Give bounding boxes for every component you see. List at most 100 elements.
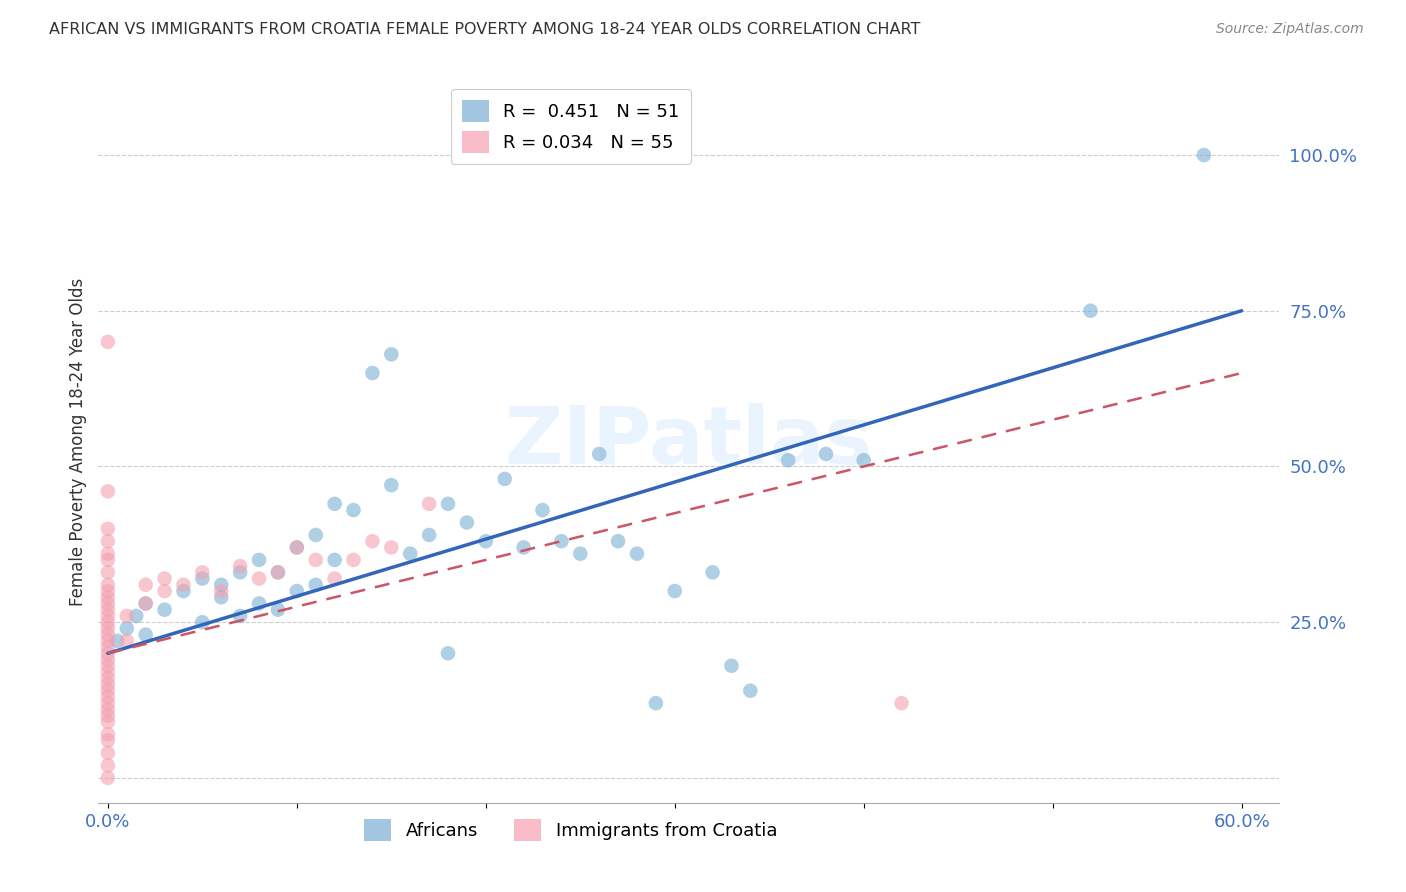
Point <box>569 547 592 561</box>
Point <box>97 727 120 741</box>
Point <box>191 615 214 630</box>
Point <box>97 597 120 611</box>
Point <box>890 696 912 710</box>
Point <box>437 497 460 511</box>
Point <box>97 652 120 666</box>
Point <box>97 621 120 635</box>
Point <box>97 696 120 710</box>
Point <box>267 566 290 580</box>
Point <box>494 472 516 486</box>
Point <box>247 572 270 586</box>
Point <box>115 609 138 624</box>
Point <box>97 547 120 561</box>
Point <box>115 633 138 648</box>
Point <box>512 541 534 555</box>
Point <box>153 603 176 617</box>
Point <box>778 453 800 467</box>
Point <box>97 665 120 679</box>
Point <box>135 578 157 592</box>
Point <box>380 478 402 492</box>
Point <box>702 566 724 580</box>
Legend: Africans, Immigrants from Croatia: Africans, Immigrants from Croatia <box>357 812 785 848</box>
Point <box>97 522 120 536</box>
Point <box>97 609 120 624</box>
Point <box>588 447 610 461</box>
Point <box>550 534 572 549</box>
Point <box>209 584 232 599</box>
Point <box>97 633 120 648</box>
Point <box>1192 148 1215 162</box>
Point <box>323 497 346 511</box>
Point <box>209 578 232 592</box>
Point <box>172 578 194 592</box>
Point <box>267 603 290 617</box>
Point <box>456 516 478 530</box>
Point <box>418 528 440 542</box>
Point <box>247 597 270 611</box>
Point <box>97 771 120 785</box>
Point <box>97 646 120 660</box>
Point <box>97 484 120 499</box>
Point <box>97 758 120 772</box>
Point <box>305 528 328 542</box>
Point <box>105 633 128 648</box>
Y-axis label: Female Poverty Among 18-24 Year Olds: Female Poverty Among 18-24 Year Olds <box>69 277 87 606</box>
Point <box>380 541 402 555</box>
Point <box>97 690 120 704</box>
Point <box>1080 303 1102 318</box>
Point <box>97 553 120 567</box>
Point <box>229 559 252 574</box>
Text: Source: ZipAtlas.com: Source: ZipAtlas.com <box>1216 22 1364 37</box>
Point <box>229 566 252 580</box>
Point <box>267 566 290 580</box>
Point <box>97 534 120 549</box>
Point <box>97 708 120 723</box>
Point <box>153 572 176 586</box>
Point <box>115 621 138 635</box>
Point <box>399 547 422 561</box>
Point <box>475 534 498 549</box>
Point <box>135 597 157 611</box>
Point <box>361 534 384 549</box>
Point <box>135 627 157 641</box>
Point <box>740 683 762 698</box>
Point <box>97 584 120 599</box>
Point <box>97 640 120 654</box>
Point <box>531 503 554 517</box>
Point <box>191 572 214 586</box>
Point <box>97 671 120 685</box>
Point <box>97 677 120 691</box>
Point <box>97 566 120 580</box>
Point <box>626 547 648 561</box>
Point <box>814 447 837 461</box>
Point <box>607 534 630 549</box>
Point <box>97 733 120 747</box>
Point <box>135 597 157 611</box>
Point <box>437 646 460 660</box>
Point <box>125 609 148 624</box>
Point <box>342 503 364 517</box>
Point <box>305 578 328 592</box>
Point <box>97 683 120 698</box>
Point <box>361 366 384 380</box>
Point <box>97 746 120 760</box>
Point <box>247 553 270 567</box>
Point <box>97 603 120 617</box>
Point <box>380 347 402 361</box>
Point <box>209 591 232 605</box>
Point <box>97 591 120 605</box>
Point <box>285 541 308 555</box>
Point <box>323 572 346 586</box>
Point <box>852 453 875 467</box>
Point <box>97 714 120 729</box>
Point <box>323 553 346 567</box>
Point <box>97 334 120 349</box>
Point <box>97 702 120 716</box>
Point <box>664 584 686 599</box>
Point <box>97 658 120 673</box>
Text: ZIPatlas: ZIPatlas <box>505 402 873 481</box>
Point <box>285 541 308 555</box>
Point <box>153 584 176 599</box>
Point <box>285 584 308 599</box>
Point <box>305 553 328 567</box>
